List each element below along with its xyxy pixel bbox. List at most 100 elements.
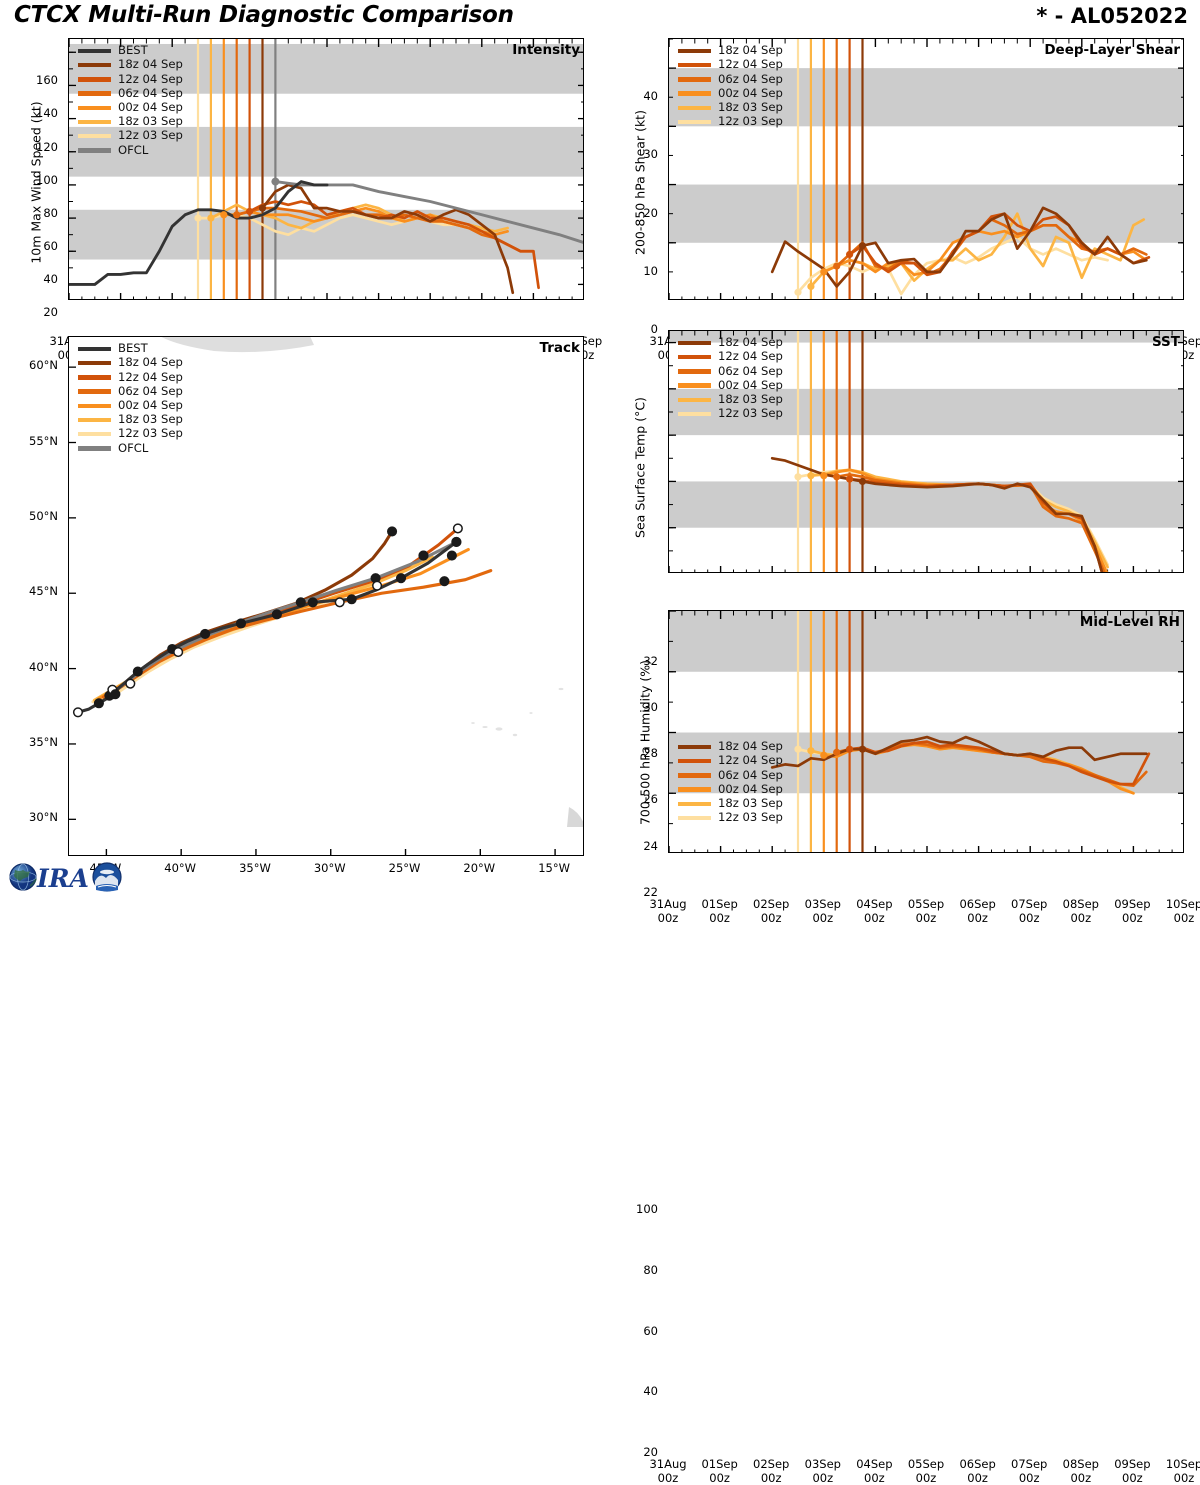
track-point-filled (307, 597, 318, 608)
legend-label: 06z 04 Sep (118, 383, 183, 398)
shear-plot-area (668, 38, 1184, 300)
legend-item[interactable]: OFCL (78, 441, 183, 455)
shaded-band (69, 126, 583, 177)
legend-label: 12z 04 Sep (718, 349, 783, 364)
shear-legend: 18z 04 Sep 12z 04 Sep 06z 04 Sep 00z 04 Sep… (678, 44, 783, 129)
legend-item[interactable]: 18z 04 Sep (678, 44, 783, 58)
track-point-filled (295, 597, 306, 608)
y-tick-label: 55°N (29, 433, 58, 448)
land-greenland (161, 337, 314, 353)
legend-item[interactable]: 12z 03 Sep (678, 115, 783, 129)
legend-color-swatch (678, 105, 711, 111)
legend-item[interactable]: 12z 04 Sep (678, 754, 783, 768)
track-line (101, 569, 493, 699)
land-island (495, 727, 503, 731)
legend-color-swatch (78, 403, 111, 409)
legend-item[interactable]: 18z 03 Sep (78, 413, 183, 427)
legend-color-swatch (678, 369, 711, 374)
track-line (107, 540, 458, 698)
legend-item[interactable]: 18z 03 Sep (678, 101, 783, 115)
legend-label: 12z 03 Sep (718, 810, 783, 825)
legend-item[interactable]: 18z 04 Sep (678, 336, 783, 350)
track-point-open (72, 707, 84, 718)
page-title: CTCX Multi-Run Diagnostic Comparison (14, 2, 514, 28)
legend-label: 18z 03 Sep (718, 100, 783, 115)
init-point-marker (233, 211, 241, 219)
land-island (529, 712, 533, 714)
track-point-filled (387, 526, 398, 537)
legend-item[interactable]: 06z 04 Sep (78, 385, 183, 399)
y-tick-label: 160 (36, 73, 58, 88)
legend-item[interactable]: 12z 04 Sep (678, 58, 783, 72)
legend-color-swatch (678, 397, 711, 403)
legend-label: 18z 04 Sep (718, 335, 783, 350)
series-line (273, 180, 583, 244)
y-tick-label: 30 (643, 147, 658, 162)
legend-item[interactable]: 06z 04 Sep (678, 72, 783, 86)
shear-chart-svg (669, 39, 1183, 299)
legend-item[interactable]: 18z 04 Sep (78, 58, 183, 72)
y-tick-label: 140 (36, 106, 58, 121)
track-legend: BEST 18z 04 Sep 12z 04 Sep 06z 04 Sep 00z 04… (78, 342, 183, 456)
legend-item[interactable]: 12z 03 Sep (78, 129, 183, 143)
init-point-marker (807, 472, 815, 480)
legend-item[interactable]: 00z 04 Sep (78, 101, 183, 115)
intensity-chart-svg (69, 39, 583, 299)
track-point-filled (235, 618, 247, 629)
init-point-marker (807, 747, 815, 755)
legend-item[interactable]: 18z 04 Sep (678, 740, 783, 754)
series-line (770, 456, 1104, 572)
legend-item[interactable]: 12z 04 Sep (678, 350, 783, 364)
legend-label: 18z 03 Sep (718, 796, 783, 811)
y-tick-label: 40 (643, 1384, 658, 1399)
legend-item[interactable]: 18z 03 Sep (78, 115, 183, 129)
init-point-marker (820, 751, 828, 759)
init-point-marker (846, 475, 854, 483)
legend-item[interactable]: 12z 04 Sep (78, 72, 183, 86)
legend-item[interactable]: 00z 04 Sep (678, 379, 783, 393)
track-point-filled (93, 698, 104, 709)
y-tick-label: 60°N (29, 358, 58, 373)
x-tick-label: 20°W (463, 861, 496, 875)
land-island (482, 726, 488, 728)
track-map-svg (69, 337, 583, 855)
track-point-filled (346, 594, 357, 605)
legend-label: 12z 04 Sep (118, 71, 183, 86)
legend-color-swatch (678, 744, 711, 750)
legend-color-swatch (78, 63, 111, 68)
legend-label: BEST (118, 43, 148, 58)
legend-item[interactable]: 12z 04 Sep (78, 370, 183, 384)
legend-label: 00z 04 Sep (718, 377, 783, 392)
legend-item[interactable]: 18z 03 Sep (678, 393, 783, 407)
series-line (69, 200, 283, 286)
legend-color-swatch (78, 432, 111, 437)
legend-label: 12z 03 Sep (118, 128, 183, 143)
y-tick-label: 40 (643, 89, 658, 104)
legend-item[interactable]: OFCL (78, 143, 183, 157)
legend-item[interactable]: BEST (78, 342, 183, 356)
legend-color-swatch (678, 773, 711, 778)
legend-label: 00z 04 Sep (718, 781, 783, 796)
panel-track: Track BEST 18z 04 Sep 12z 04 Sep 06z 04 Sep… (0, 330, 600, 890)
legend-item[interactable]: 12z 03 Sep (78, 427, 183, 441)
legend-label: 18z 03 Sep (118, 114, 183, 129)
legend-item[interactable]: 06z 04 Sep (678, 364, 783, 378)
x-tick-label: 15°W (538, 861, 570, 875)
legend-item[interactable]: 18z 04 Sep (78, 356, 183, 370)
legend-color-swatch (78, 105, 111, 111)
legend-item[interactable]: 06z 04 Sep (78, 87, 183, 101)
legend-item[interactable]: 00z 04 Sep (678, 783, 783, 797)
legend-item[interactable]: 12z 03 Sep (678, 407, 783, 421)
legend-label: 06z 04 Sep (718, 767, 783, 782)
y-tick-label: 20 (643, 205, 658, 220)
legend-item[interactable]: 00z 04 Sep (678, 87, 783, 101)
legend-color-swatch (78, 375, 111, 380)
legend-item[interactable]: 06z 04 Sep (678, 768, 783, 782)
legend-color-swatch (78, 346, 111, 352)
legend-item[interactable]: 18z 03 Sep (678, 797, 783, 811)
legend-item[interactable]: BEST (78, 44, 183, 58)
legend-label: 06z 04 Sep (718, 363, 783, 378)
legend-item[interactable]: 00z 04 Sep (78, 399, 183, 413)
legend-item[interactable]: 12z 03 Sep (678, 811, 783, 825)
